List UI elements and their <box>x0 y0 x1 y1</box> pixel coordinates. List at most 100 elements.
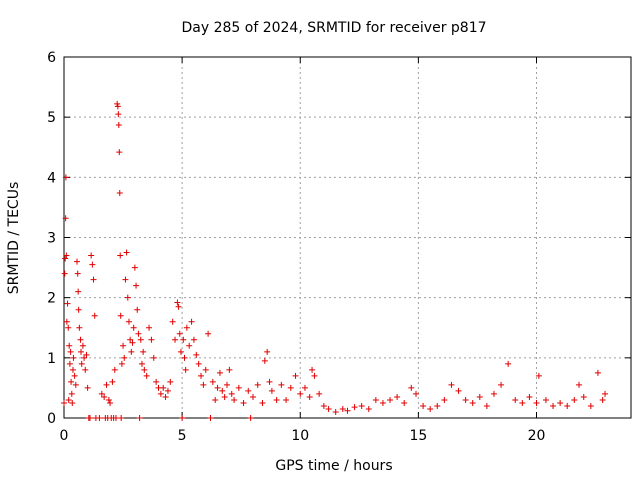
y-tick-label: 4 <box>47 170 56 186</box>
data-point <box>77 336 84 343</box>
data-point <box>91 312 98 319</box>
data-point <box>455 387 462 394</box>
data-point <box>195 360 202 367</box>
data-point <box>89 261 96 268</box>
data-point <box>231 396 238 403</box>
y-tick-label: 2 <box>47 291 56 307</box>
data-point <box>64 300 71 307</box>
data-point <box>250 393 256 400</box>
data-point <box>63 252 70 259</box>
data-point <box>190 336 197 343</box>
data-point <box>122 276 129 283</box>
data-point <box>78 348 85 355</box>
data-point <box>164 387 171 394</box>
data-point <box>372 396 379 403</box>
data-point <box>278 381 285 388</box>
data-point <box>287 384 294 391</box>
data-point <box>332 408 339 415</box>
data-point <box>490 390 497 397</box>
data-point <box>153 378 160 385</box>
data-point <box>254 381 261 388</box>
data-point <box>186 342 193 349</box>
data-point <box>127 336 134 343</box>
y-tick-label: 5 <box>47 110 56 126</box>
data-point <box>66 360 73 367</box>
data-point <box>594 369 601 376</box>
chart-title: Day 285 of 2024, SRMTID for receiver p81… <box>181 20 486 36</box>
data-points <box>61 100 609 421</box>
data-point <box>124 294 131 301</box>
data-point <box>401 399 408 406</box>
data-point <box>358 402 365 409</box>
data-point <box>177 348 184 355</box>
data-point <box>344 407 351 414</box>
data-point <box>462 396 469 403</box>
data-point <box>69 366 76 373</box>
data-point <box>70 354 77 361</box>
data-point <box>148 336 155 343</box>
data-point <box>483 402 490 409</box>
data-point <box>65 324 72 331</box>
data-point <box>129 339 136 346</box>
data-point <box>261 357 268 364</box>
data-point <box>219 387 226 394</box>
data-point <box>550 402 557 409</box>
data-point <box>84 384 91 391</box>
data-point <box>179 415 186 421</box>
data-point <box>131 264 138 271</box>
data-point <box>512 396 519 403</box>
data-point <box>301 384 308 391</box>
data-point <box>136 415 143 421</box>
data-point <box>221 393 228 400</box>
data-point <box>200 381 207 388</box>
data-point <box>441 396 448 403</box>
data-point <box>96 415 103 421</box>
data-point <box>176 330 183 337</box>
data-point <box>571 396 578 403</box>
data-point <box>448 381 455 388</box>
data-point <box>498 381 505 388</box>
data-point <box>101 393 108 400</box>
data-point <box>394 393 401 400</box>
data-point <box>167 378 174 385</box>
data-point <box>90 276 97 283</box>
data-point <box>88 252 95 259</box>
data-point <box>259 399 266 406</box>
data-point <box>98 390 105 397</box>
data-point <box>526 393 533 400</box>
y-tick-label: 3 <box>47 231 56 247</box>
data-point <box>65 396 72 403</box>
data-point <box>79 342 86 349</box>
data-point <box>320 402 327 409</box>
data-point <box>141 366 148 373</box>
data-point <box>379 399 386 406</box>
data-point <box>434 402 441 409</box>
data-point <box>535 372 542 379</box>
data-point <box>306 393 313 400</box>
data-point <box>114 103 121 110</box>
data-point <box>174 299 181 306</box>
data-point <box>193 351 200 358</box>
data-point <box>103 381 110 388</box>
data-point <box>160 384 167 391</box>
data-point <box>86 415 93 421</box>
data-point <box>180 336 187 343</box>
data-point <box>125 318 132 325</box>
data-point <box>68 390 75 397</box>
data-point <box>273 396 280 403</box>
data-point <box>105 396 112 403</box>
data-point <box>309 366 316 373</box>
data-point <box>240 399 247 406</box>
x-tick-label: 0 <box>60 428 69 444</box>
data-point <box>602 390 609 397</box>
data-point <box>172 336 179 343</box>
data-point <box>387 396 394 403</box>
data-point <box>78 360 85 367</box>
data-point <box>169 318 176 325</box>
data-point <box>235 384 242 391</box>
data-point <box>183 324 190 331</box>
data-point <box>120 342 127 349</box>
y-tick-label: 0 <box>47 411 56 427</box>
